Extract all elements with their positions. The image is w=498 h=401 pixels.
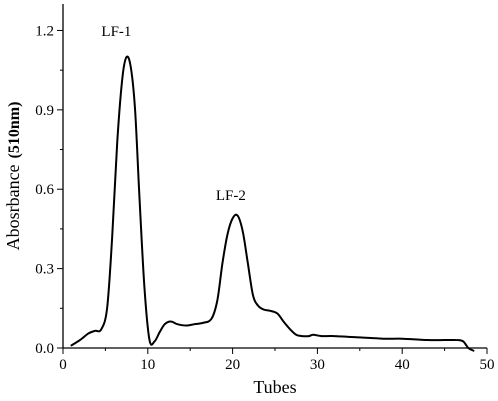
x-tick-label: 40 bbox=[395, 357, 410, 373]
y-axis-title-unit: (510nm) bbox=[6, 102, 23, 159]
peak-label: LF-1 bbox=[101, 24, 131, 40]
y-tick-label: 0.9 bbox=[35, 103, 54, 119]
y-tick-label: 1.2 bbox=[35, 23, 54, 39]
axes bbox=[62, 4, 487, 349]
x-tick-label: 0 bbox=[59, 357, 67, 373]
x-ticks: 0 10 20 30 40 50 bbox=[59, 348, 495, 373]
elution-curve bbox=[70, 55, 475, 352]
annotation-layer: LF-1 LF-2 bbox=[101, 24, 245, 204]
y-tick-label: 0.0 bbox=[35, 341, 54, 357]
x-tick-label: 10 bbox=[140, 357, 155, 373]
x-tick-label: 30 bbox=[310, 357, 325, 373]
y-tick-label: 0.6 bbox=[35, 182, 54, 198]
series-layer bbox=[70, 55, 475, 352]
y-axis-title: Abosrbance (510nm) bbox=[3, 102, 23, 251]
y-ticks: 0.0 0.3 0.6 0.9 1.2 bbox=[35, 23, 63, 357]
peak-label: LF-2 bbox=[216, 188, 246, 204]
y-axis-title-text: Abosrbance bbox=[3, 164, 23, 250]
x-tick-label: 20 bbox=[225, 357, 240, 373]
x-axis-title: Tubes bbox=[253, 377, 296, 397]
y-tick-label: 0.3 bbox=[35, 262, 54, 278]
x-tick-label: 50 bbox=[480, 357, 495, 373]
